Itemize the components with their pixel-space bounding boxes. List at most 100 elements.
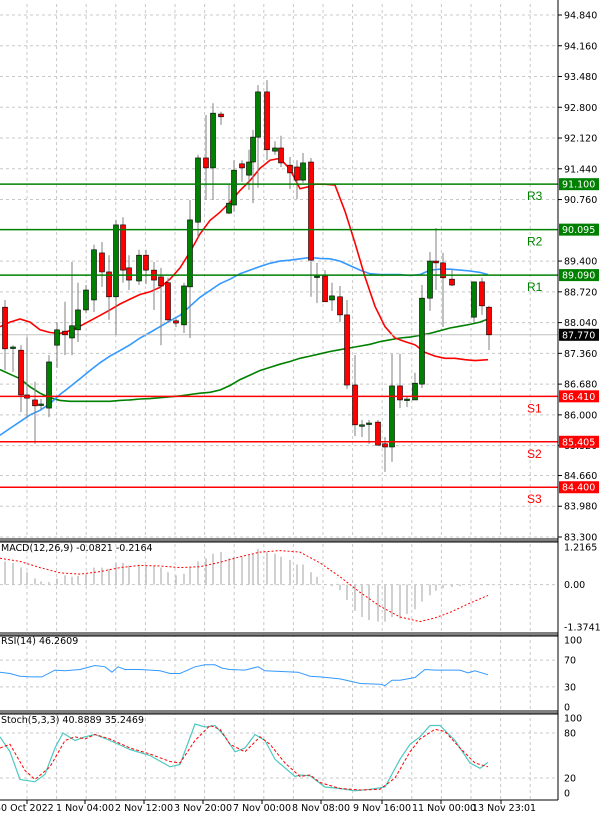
candle[interactable] (187, 200, 193, 338)
level-name-s3: S3 (527, 492, 542, 506)
rsi-panel[interactable] (0, 664, 489, 687)
macd-panel[interactable] (0, 549, 490, 623)
rsi-line (0, 664, 489, 687)
candle[interactable] (165, 277, 171, 324)
candle[interactable] (231, 160, 237, 212)
candle[interactable] (389, 353, 395, 462)
stoch-tick: 100 (564, 714, 582, 725)
time-label: 13 Nov 23:01 (472, 803, 536, 814)
candle[interactable] (218, 111, 224, 125)
price-tick: 87.360 (564, 349, 597, 360)
candle[interactable] (2, 299, 8, 371)
macd-tick: 0.00 (564, 580, 585, 591)
candle[interactable] (83, 285, 89, 314)
candle[interactable] (38, 399, 44, 410)
candle[interactable] (181, 282, 187, 333)
candle[interactable] (158, 267, 164, 346)
candle[interactable] (75, 282, 81, 343)
price-panel[interactable]: R3 R2 R1 S1 S2 S3 (0, 80, 558, 506)
candle[interactable] (314, 262, 320, 304)
candle[interactable] (210, 103, 216, 201)
candle[interactable] (136, 249, 142, 286)
candle[interactable] (278, 135, 284, 167)
stoch-tick: 0 (564, 789, 570, 800)
candle[interactable] (151, 261, 157, 310)
candle[interactable] (449, 268, 455, 286)
candle[interactable] (471, 281, 477, 324)
rsi-tick: 0 (564, 703, 570, 714)
candle[interactable] (294, 160, 300, 200)
candle[interactable] (54, 322, 60, 368)
macd-tick: -1.3741 (564, 623, 600, 634)
level-name-s1: S1 (527, 401, 542, 415)
svg-text:90.095: 90.095 (562, 225, 595, 236)
candle[interactable] (62, 301, 68, 356)
time-label: 1 Nov 04:00 (56, 803, 114, 814)
candle[interactable] (344, 299, 350, 390)
price-tick: 83.300 (564, 533, 597, 544)
time-label: 7 Nov 00:00 (233, 803, 291, 814)
candle[interactable] (18, 345, 24, 413)
candle[interactable] (329, 282, 335, 311)
candle[interactable] (246, 149, 252, 191)
candle[interactable] (308, 157, 314, 297)
candle[interactable] (106, 255, 112, 320)
rsi-tick: 100 (564, 636, 582, 647)
candle[interactable] (255, 85, 261, 188)
candle[interactable] (359, 419, 365, 438)
stoch-tick: 80 (564, 729, 576, 740)
candle[interactable] (10, 345, 16, 372)
candle[interactable] (412, 372, 418, 401)
candle[interactable] (404, 396, 410, 408)
candle[interactable] (366, 419, 372, 444)
price-tick: 90.760 (564, 195, 597, 206)
candle[interactable] (173, 318, 179, 328)
time-label: 8 Nov 08:00 (292, 803, 350, 814)
candle[interactable] (264, 80, 270, 161)
level-tag (559, 269, 599, 282)
price-tick: 88.040 (564, 318, 597, 329)
candle[interactable] (382, 437, 388, 472)
candle[interactable] (46, 355, 52, 418)
candle[interactable] (337, 285, 343, 323)
level-tag (559, 223, 599, 236)
level-tag (559, 390, 599, 403)
candle[interactable] (250, 129, 256, 204)
candle[interactable] (203, 114, 209, 201)
rsi-tick: 70 (564, 656, 576, 667)
candle[interactable] (24, 337, 30, 419)
stoch-label: Stoch(5,3,3) 40.8889 35.2469 (1, 715, 144, 726)
current-price-tag (559, 328, 599, 341)
candle[interactable] (433, 228, 439, 291)
candle[interactable] (113, 219, 119, 335)
stoch-panel[interactable] (0, 723, 489, 792)
price-tick: 92.120 (564, 134, 597, 145)
candle[interactable] (479, 277, 485, 315)
candle[interactable] (32, 381, 38, 444)
candle[interactable] (419, 285, 425, 389)
candle[interactable] (69, 261, 75, 356)
chart-grid (0, 4, 558, 800)
stoch-tick: 20 (564, 774, 576, 785)
price-tick: 91.440 (564, 164, 597, 175)
candle[interactable] (126, 255, 132, 291)
candle[interactable] (300, 152, 306, 183)
candle[interactable] (239, 160, 245, 182)
candle[interactable] (195, 154, 201, 238)
time-label: 9 Nov 16:00 (353, 803, 411, 814)
candle[interactable] (143, 249, 149, 285)
candle[interactable] (272, 141, 278, 155)
candle[interactable] (440, 252, 446, 328)
candle[interactable] (99, 242, 105, 287)
candle[interactable] (397, 353, 403, 409)
candle[interactable] (120, 217, 126, 283)
rsi-label: RSI(14) 46.2609 (1, 636, 78, 647)
candle[interactable] (91, 244, 97, 313)
candle[interactable] (375, 419, 381, 446)
candle[interactable] (486, 305, 492, 351)
candle[interactable] (427, 252, 433, 311)
svg-text:91.100: 91.100 (562, 180, 595, 191)
candle[interactable] (226, 184, 232, 215)
